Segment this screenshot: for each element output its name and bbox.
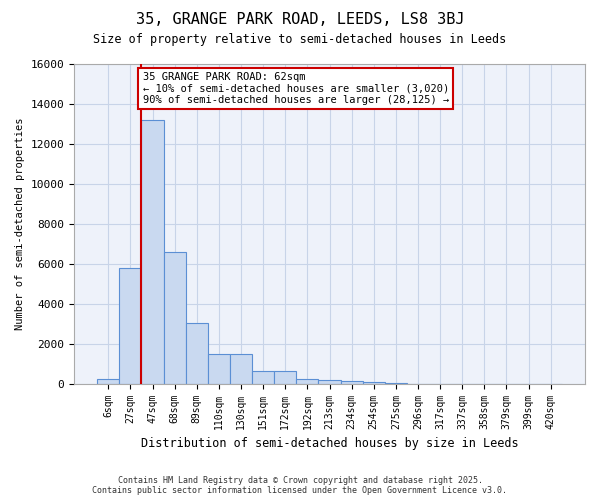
Bar [142,120,164,384]
Bar [341,382,362,384]
Y-axis label: Number of semi-detached properties: Number of semi-detached properties [15,118,25,330]
Bar [119,268,142,384]
Text: 35 GRANGE PARK ROAD: 62sqm
← 10% of semi-detached houses are smaller (3,020)
90%: 35 GRANGE PARK ROAD: 62sqm ← 10% of semi… [143,72,449,105]
Bar [97,378,119,384]
Bar [186,323,208,384]
Bar [274,372,296,384]
Bar [164,252,186,384]
X-axis label: Distribution of semi-detached houses by size in Leeds: Distribution of semi-detached houses by … [141,437,518,450]
Bar [208,354,230,384]
Bar [385,382,407,384]
Text: Size of property relative to semi-detached houses in Leeds: Size of property relative to semi-detach… [94,32,506,46]
Bar [252,372,274,384]
Bar [362,382,385,384]
Bar [319,380,341,384]
Bar [296,379,319,384]
Text: 35, GRANGE PARK ROAD, LEEDS, LS8 3BJ: 35, GRANGE PARK ROAD, LEEDS, LS8 3BJ [136,12,464,28]
Bar [230,354,252,384]
Text: Contains HM Land Registry data © Crown copyright and database right 2025.
Contai: Contains HM Land Registry data © Crown c… [92,476,508,495]
